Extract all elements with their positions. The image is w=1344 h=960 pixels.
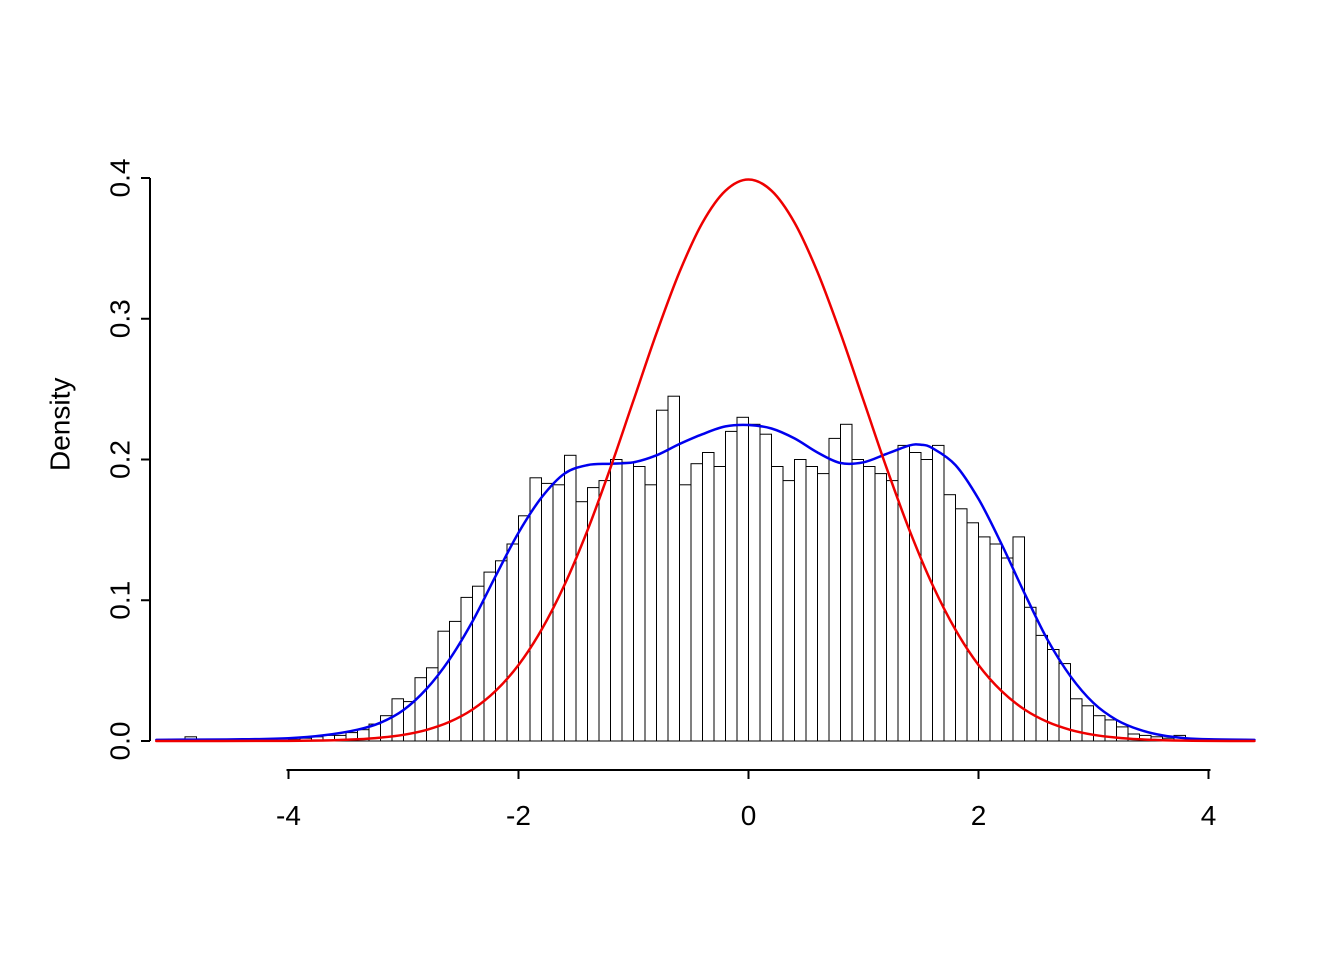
- histogram-bar: [886, 480, 899, 742]
- histogram-bar: [1047, 649, 1060, 742]
- histogram-bar: [989, 543, 1002, 742]
- histogram-bar: [736, 416, 749, 742]
- histogram-bar: [955, 508, 968, 742]
- x-tick-label: -4: [276, 800, 301, 831]
- histogram-bar: [840, 423, 853, 742]
- normal-density-curve: [155, 178, 1256, 743]
- histogram-bar: [828, 437, 841, 742]
- x-tick-label: 2: [971, 800, 987, 831]
- histogram-bar: [610, 459, 623, 742]
- histogram-bar: [598, 480, 611, 742]
- x-tick-label: -2: [506, 800, 531, 831]
- histogram-bar: [449, 620, 462, 742]
- histogram-bar: [874, 473, 887, 742]
- histogram-bar: [552, 484, 565, 742]
- x-tick-label: 0: [741, 800, 757, 831]
- y-axis-title: Density: [44, 377, 76, 471]
- histogram-bar: [794, 459, 807, 742]
- histogram-bar: [932, 444, 945, 742]
- x-tick-label: 4: [1201, 800, 1217, 831]
- y-tick-label: 0.1: [104, 581, 135, 620]
- histogram-bar: [1012, 536, 1025, 742]
- histogram-bar: [863, 466, 876, 742]
- histogram-bar: [978, 536, 991, 742]
- histogram-bar: [771, 466, 784, 742]
- histogram-bar: [702, 452, 715, 742]
- histogram-bar: [495, 560, 508, 742]
- histogram-bar: [920, 459, 933, 742]
- histogram-bar: [644, 484, 657, 742]
- histogram-bar: [1035, 634, 1048, 742]
- histogram-bar: [690, 463, 703, 742]
- histogram-bar: [679, 484, 692, 742]
- histogram-bar: [564, 454, 577, 742]
- histogram-bar: [713, 466, 726, 742]
- histogram-bar: [621, 461, 634, 742]
- histogram-bar: [1024, 606, 1037, 742]
- y-tick-label: 0.2: [104, 440, 135, 479]
- histogram-bar: [897, 444, 910, 742]
- histogram-bar: [805, 466, 818, 742]
- histogram-bar: [1001, 557, 1014, 742]
- histogram-bar: [966, 522, 979, 742]
- histogram-bar: [909, 452, 922, 742]
- histogram-bar: [851, 459, 864, 742]
- histogram-bar: [725, 430, 738, 742]
- histogram-bar: [782, 480, 795, 742]
- histogram-bar: [633, 466, 646, 742]
- histogram-bar: [460, 596, 473, 742]
- histogram-bar: [656, 409, 669, 742]
- histogram-bar: [529, 477, 542, 742]
- y-tick-label: 0.4: [104, 159, 135, 198]
- histogram-bar: [1070, 698, 1083, 742]
- y-tick-label: 0.3: [104, 299, 135, 338]
- kernel-density-curve: [155, 423, 1256, 742]
- histogram-bar: [506, 543, 519, 742]
- histogram-bar: [817, 473, 830, 742]
- histogram-bar: [759, 433, 772, 742]
- histogram-bar: [748, 423, 761, 742]
- histogram-bar: [518, 515, 531, 742]
- y-tick-label: 0.0: [104, 722, 135, 761]
